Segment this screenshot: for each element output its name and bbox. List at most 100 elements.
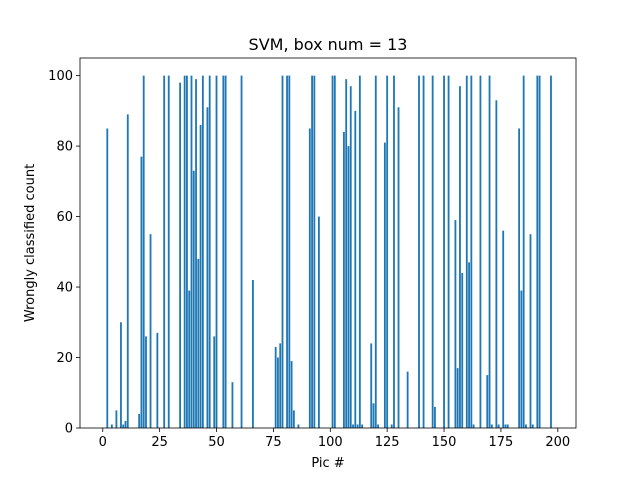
bar [106, 128, 109, 428]
bars-group [106, 75, 552, 429]
bar [206, 107, 209, 428]
bar [354, 110, 357, 428]
bar [495, 100, 498, 429]
bar [525, 424, 527, 428]
x-tick-label: 175 [489, 435, 514, 450]
y-axis: 0 20 40 60 80 100 [48, 69, 80, 437]
bar [156, 332, 159, 428]
bar [297, 424, 300, 428]
bar [522, 75, 525, 428]
bar [290, 361, 293, 428]
bar [145, 336, 147, 428]
bar [149, 234, 152, 428]
bar [224, 75, 227, 428]
chart-title: SVM, box num = 13 [249, 35, 408, 54]
bar [277, 357, 279, 428]
bar [138, 413, 141, 428]
bar [550, 75, 552, 428]
y-tick-label: 40 [56, 281, 73, 296]
bar [518, 128, 521, 428]
bar [142, 75, 145, 428]
bar [201, 75, 204, 428]
bar [461, 272, 464, 428]
bar [422, 75, 425, 428]
bar [345, 79, 348, 429]
bar [213, 336, 216, 428]
bar [443, 75, 445, 428]
bar [358, 75, 361, 428]
bar [529, 234, 532, 428]
bar [179, 82, 182, 429]
bar [188, 290, 191, 428]
bar [240, 75, 243, 428]
bar [418, 75, 420, 428]
bar [190, 75, 193, 428]
bar [386, 75, 389, 428]
bar [286, 75, 288, 428]
bar [281, 75, 284, 428]
bar [195, 79, 197, 429]
bar [490, 424, 493, 428]
bar [486, 375, 489, 428]
bar [343, 132, 345, 428]
y-tick-label: 0 [65, 422, 73, 437]
bar [434, 406, 436, 428]
bar [333, 75, 336, 428]
bar [361, 424, 364, 428]
bar [115, 410, 118, 428]
bar [292, 410, 295, 428]
bar [352, 424, 354, 428]
bar [374, 75, 377, 428]
bar [167, 75, 170, 428]
bar [377, 424, 379, 428]
bar [472, 424, 475, 428]
x-tick-label: 25 [151, 435, 168, 450]
bar [383, 142, 386, 429]
y-axis-label: Wrongly classified count [23, 164, 38, 322]
bar [222, 75, 225, 428]
x-tick-label: 75 [265, 435, 282, 450]
bar [274, 346, 277, 428]
bar [454, 220, 457, 428]
bar [393, 75, 395, 428]
bar [347, 146, 350, 428]
bar [506, 424, 509, 428]
bar [459, 86, 461, 428]
bar [504, 424, 507, 428]
bar [356, 424, 359, 428]
bar [288, 75, 291, 428]
bar [520, 290, 523, 428]
bar [531, 424, 534, 428]
y-tick-label: 80 [56, 140, 73, 155]
bar [313, 75, 316, 428]
bar [215, 75, 218, 428]
bar [488, 75, 491, 428]
y-tick-label: 60 [56, 210, 73, 225]
plot-frame [79, 57, 577, 429]
x-axis-label: Pic # [311, 456, 344, 471]
bar [124, 420, 127, 428]
bar [208, 75, 211, 428]
bar [231, 382, 234, 428]
bar [308, 128, 311, 428]
bar [317, 216, 320, 428]
bar [497, 424, 500, 428]
bar [126, 114, 129, 428]
x-tick-label: 100 [318, 435, 343, 450]
bar [311, 75, 313, 428]
x-axis: 0 25 50 75 100 125 150 175 200 [99, 428, 570, 450]
bar [331, 75, 334, 428]
bar [431, 75, 434, 428]
bar [186, 75, 188, 428]
bar [199, 124, 202, 428]
bar [538, 75, 541, 428]
bar [456, 368, 459, 428]
x-tick-label: 0 [99, 435, 107, 450]
bar [197, 258, 200, 428]
bar [479, 75, 482, 428]
bar [192, 170, 195, 428]
x-tick-label: 150 [432, 435, 457, 450]
bar [163, 75, 166, 428]
y-tick-label: 100 [48, 69, 73, 84]
bar [502, 230, 505, 428]
